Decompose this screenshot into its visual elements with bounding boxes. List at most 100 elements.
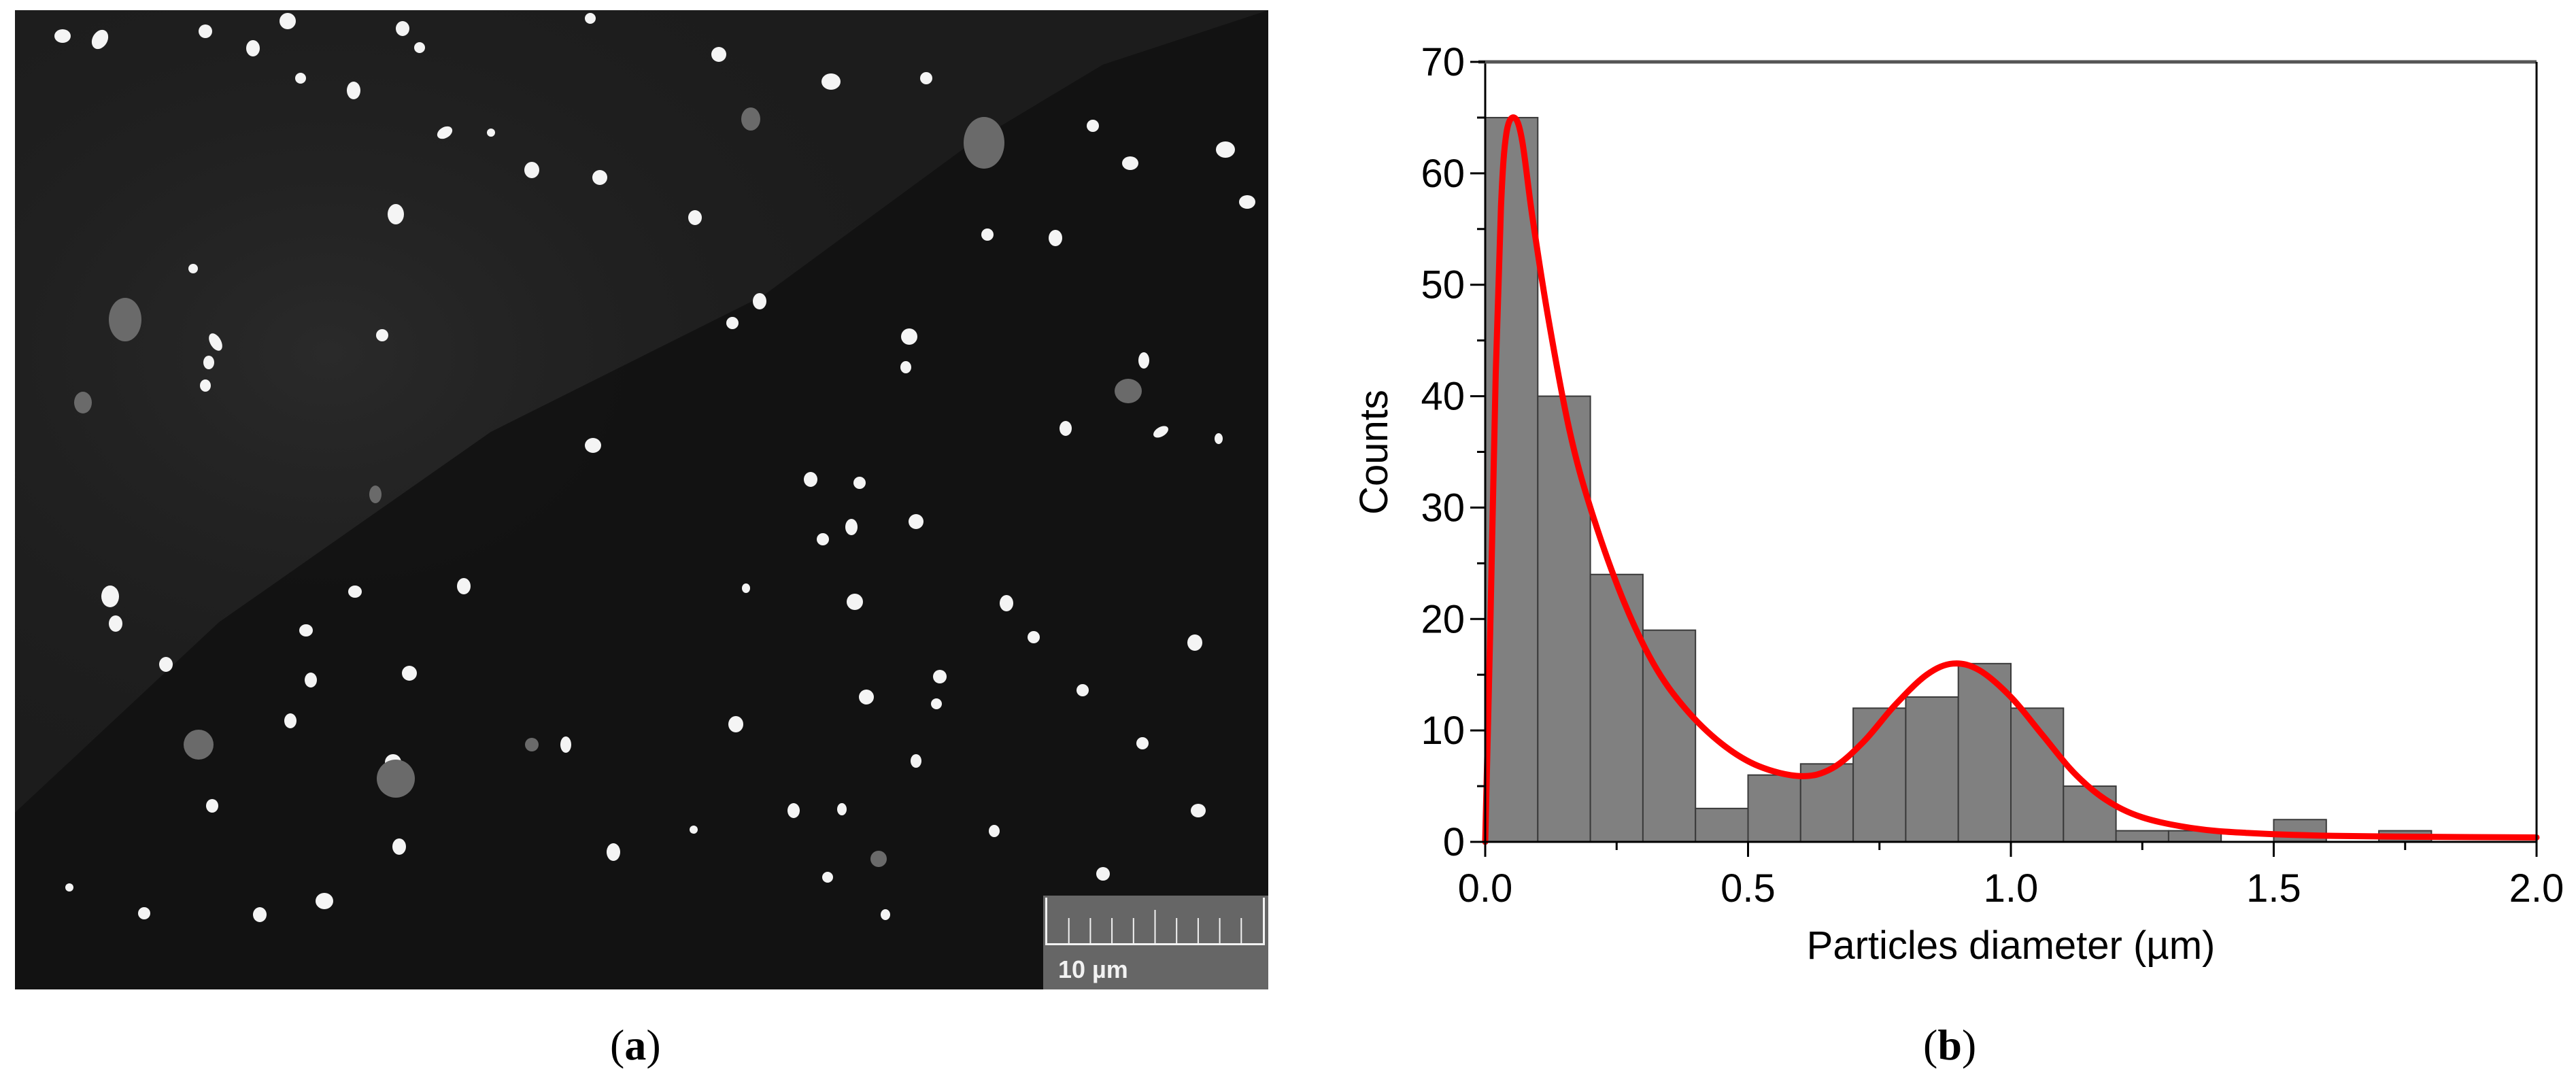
dim-particle <box>184 730 214 760</box>
y-tick-label: 0 <box>1443 820 1465 864</box>
dim-particle <box>741 107 760 131</box>
particle <box>109 615 122 632</box>
particle <box>901 328 917 345</box>
y-tick-label: 10 <box>1421 709 1465 753</box>
y-tick-label: 40 <box>1421 375 1465 419</box>
particle <box>1215 433 1223 444</box>
particle <box>414 42 425 53</box>
particle <box>487 129 495 137</box>
particle <box>138 907 150 919</box>
y-tick-label: 30 <box>1421 486 1465 530</box>
caption-b-letter: b <box>1937 1021 1962 1069</box>
particle <box>299 624 313 637</box>
particle <box>305 673 317 688</box>
particle <box>1191 804 1206 817</box>
caption-a-close: ) <box>646 1021 661 1069</box>
caption-b-close: ) <box>1961 1021 1977 1069</box>
particle <box>388 204 404 224</box>
histogram-bar <box>1589 573 1644 843</box>
particle <box>200 379 211 392</box>
particle <box>1187 634 1202 651</box>
histogram-bar <box>1747 774 1801 843</box>
dim-particle <box>964 117 1004 169</box>
particle <box>822 872 833 883</box>
particle <box>881 909 890 920</box>
y-tick-label: 50 <box>1421 263 1465 307</box>
particle <box>585 438 601 453</box>
caption-a: (a) <box>610 1020 661 1070</box>
particle <box>1138 352 1149 369</box>
particle <box>54 29 71 43</box>
particle <box>787 803 800 818</box>
dim-particle <box>109 298 141 341</box>
histogram-bar <box>1905 696 1959 843</box>
particle <box>920 72 932 84</box>
particle <box>348 586 362 598</box>
particle <box>1087 120 1099 132</box>
particle <box>911 754 921 768</box>
particle <box>1077 684 1089 696</box>
particle <box>457 578 471 594</box>
particle <box>316 893 333 909</box>
particle <box>560 736 571 753</box>
particle <box>101 586 119 607</box>
particle <box>1136 737 1149 749</box>
particle <box>1122 156 1138 170</box>
particle <box>821 73 841 90</box>
particle <box>65 883 73 892</box>
x-tick-label: 1.5 <box>2246 866 2301 911</box>
caption-a-letter: a <box>624 1021 647 1069</box>
scale-bar-ruler <box>1045 898 1265 945</box>
particle <box>284 713 296 728</box>
histogram-bar <box>2063 785 2117 843</box>
particle <box>402 666 417 681</box>
caption-a-open: ( <box>610 1021 625 1069</box>
dim-particle <box>377 760 415 798</box>
histogram-bar <box>1799 763 1854 843</box>
particle <box>931 698 942 709</box>
particle <box>607 843 620 861</box>
particle <box>396 21 409 36</box>
particle <box>853 477 866 489</box>
y-tick-label: 20 <box>1421 597 1465 641</box>
scale-bar: 10 µm <box>1043 896 1268 989</box>
histogram-bar <box>1957 662 2012 843</box>
histogram-bar <box>1537 395 1591 843</box>
particle <box>592 170 607 185</box>
particle <box>1096 867 1110 881</box>
particle <box>392 838 406 855</box>
particle <box>203 356 214 369</box>
particle <box>900 361 911 373</box>
particle <box>989 825 1000 837</box>
particle <box>209 333 222 351</box>
particle <box>246 40 260 56</box>
x-tick-label: 0.5 <box>1721 866 1776 911</box>
axes <box>1470 60 2538 857</box>
fit-curve <box>1482 114 2540 845</box>
y-axis-title: Counts <box>1352 390 1396 515</box>
particle <box>1153 426 1168 438</box>
histogram-chart: 0 10 20 30 40 50 60 70 0.0 0.5 1.0 1.5 2.0 Particle… <box>1352 40 2564 968</box>
dim-particle <box>74 392 92 413</box>
particle <box>817 533 829 545</box>
particle <box>1216 141 1235 158</box>
x-tick-label: 1.0 <box>1984 866 2039 911</box>
y-tick-label: 60 <box>1421 152 1465 196</box>
particle <box>690 826 698 834</box>
particle <box>159 657 173 672</box>
x-tick-labels: 0.0 0.5 1.0 1.5 2.0 <box>1458 866 2564 911</box>
y-tick-labels: 0 10 20 30 40 50 60 70 <box>1421 40 1465 864</box>
sem-micrograph: 10 µm <box>15 10 1268 989</box>
particle <box>524 162 539 178</box>
particle <box>199 24 212 38</box>
particle <box>91 29 109 50</box>
particle <box>753 293 766 309</box>
particle <box>742 583 750 593</box>
particle <box>847 594 863 610</box>
dim-particle <box>525 738 539 751</box>
particle <box>437 126 453 139</box>
histogram-bar <box>1852 707 1907 843</box>
particle <box>909 514 923 529</box>
particle <box>804 472 817 487</box>
particle <box>933 670 947 683</box>
